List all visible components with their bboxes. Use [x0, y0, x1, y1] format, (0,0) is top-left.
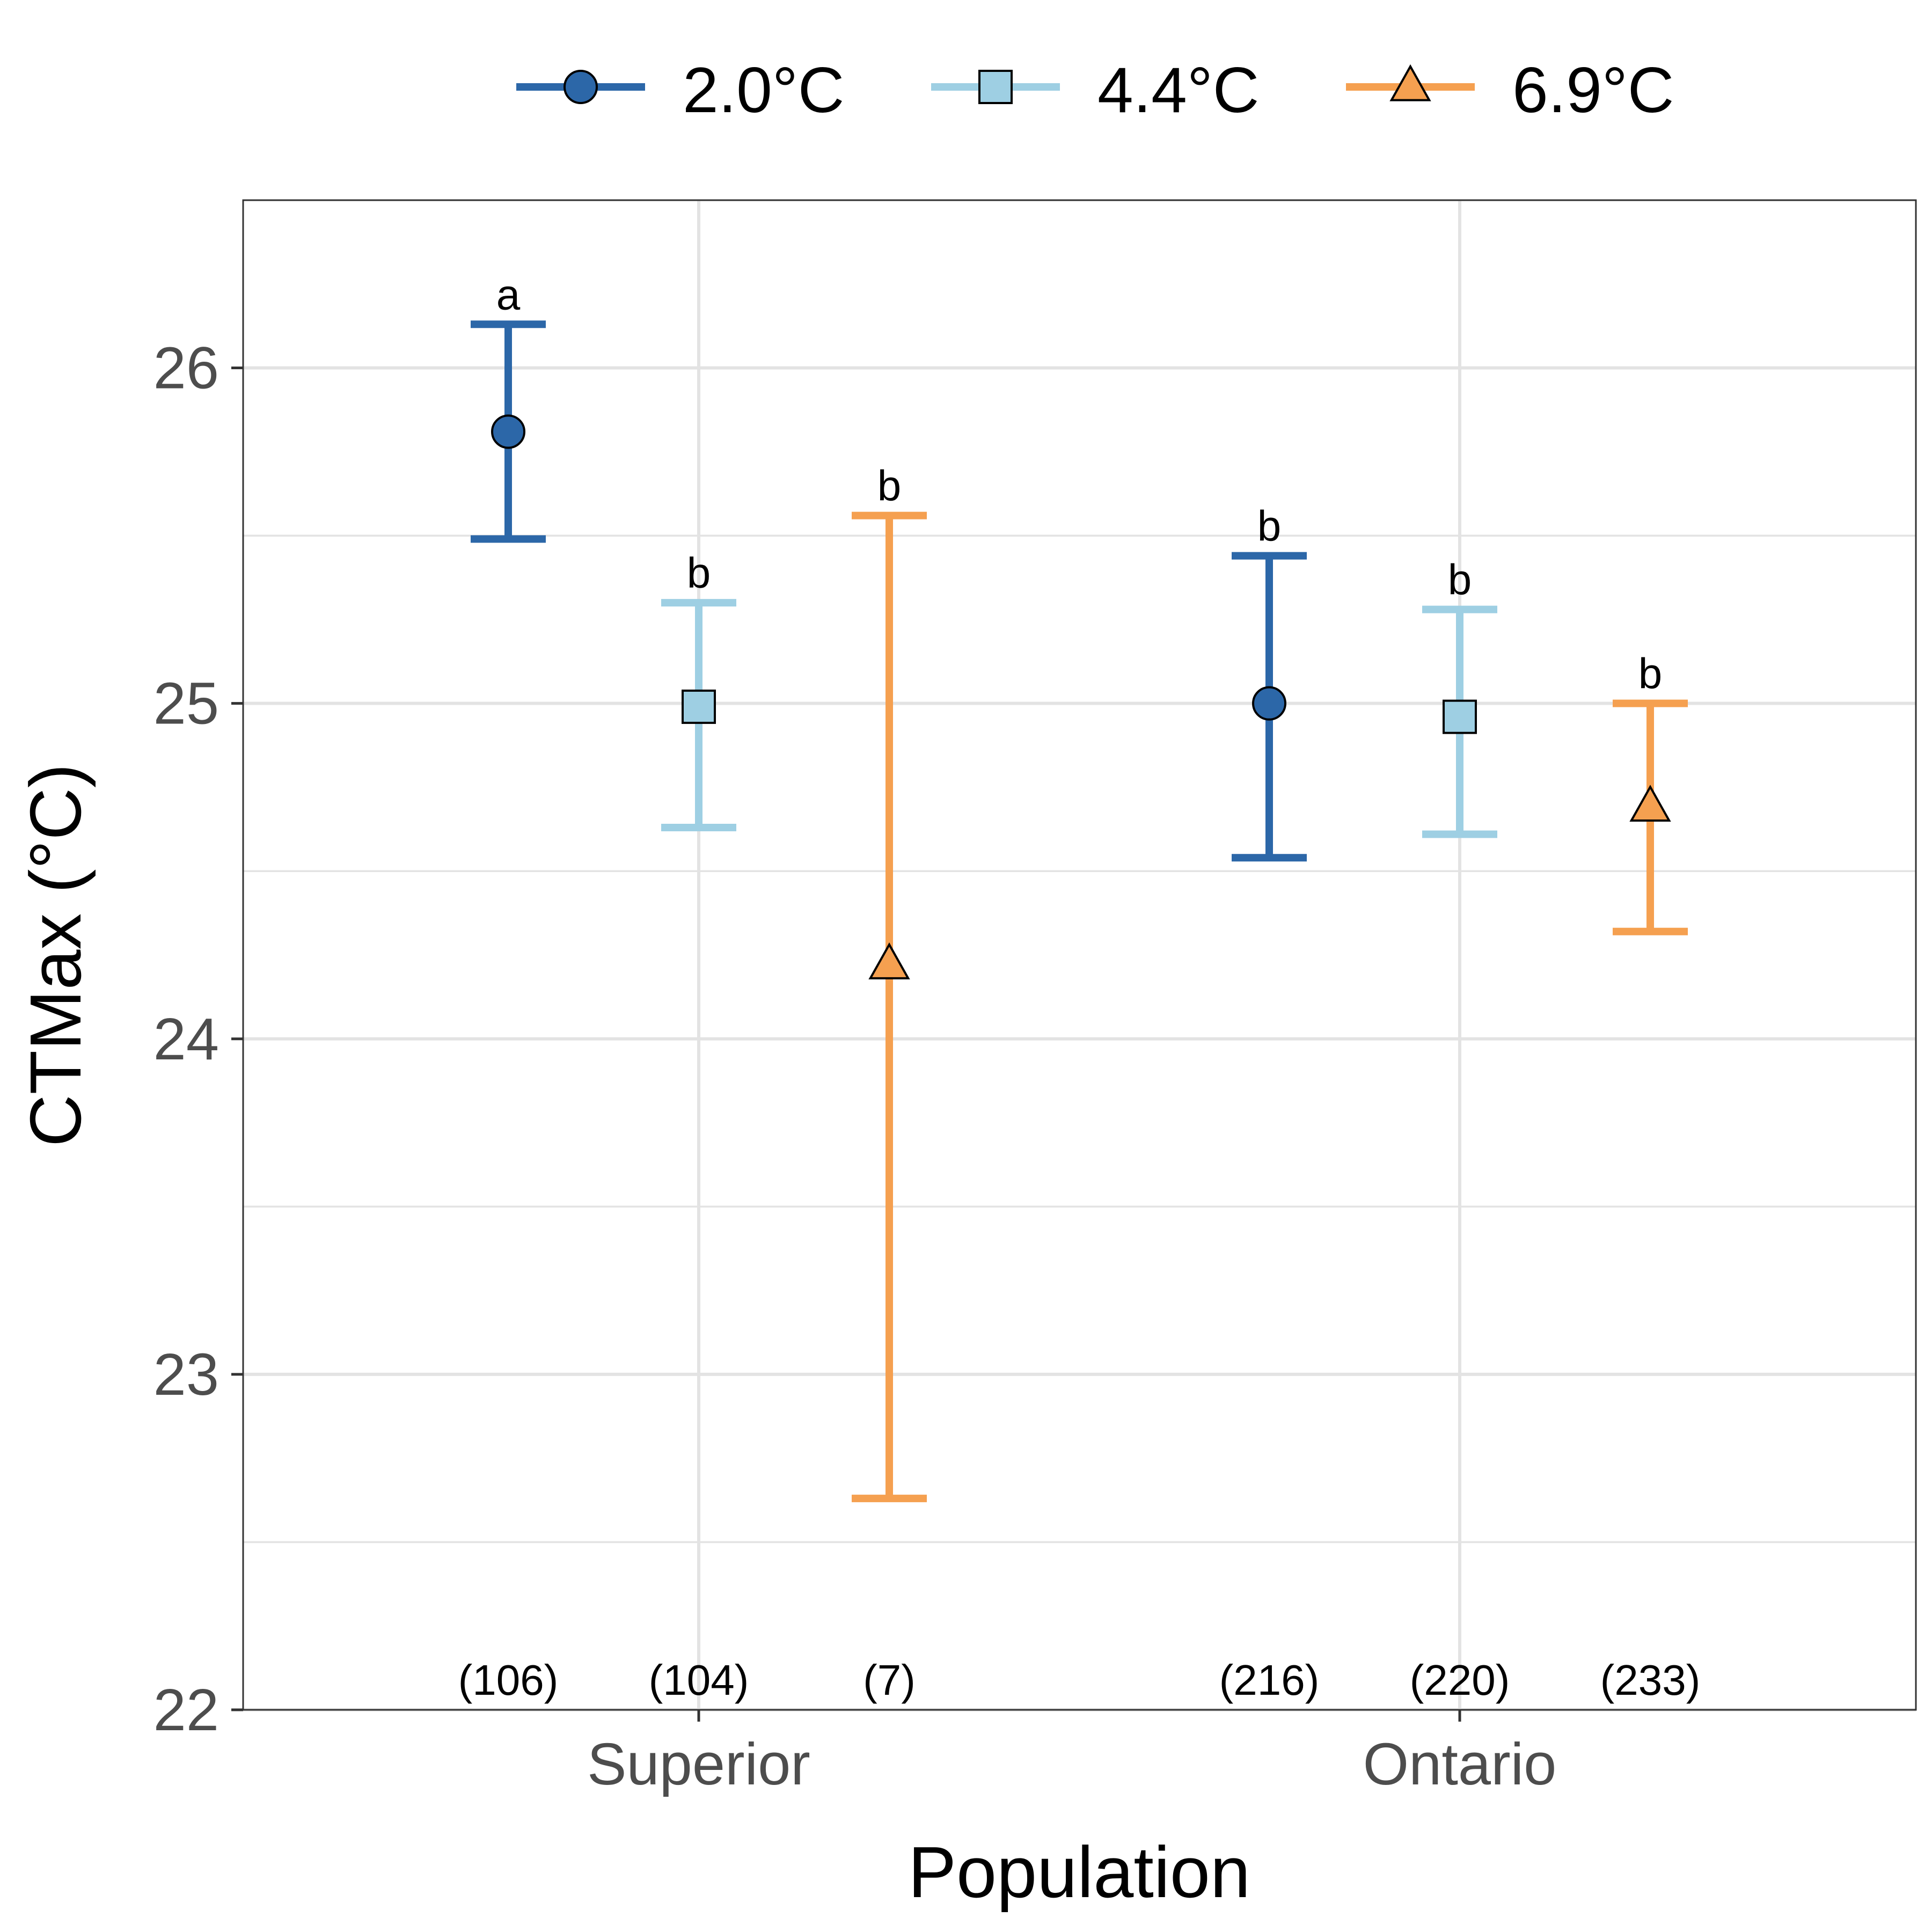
- x-axis-title: Population: [908, 1832, 1250, 1913]
- y-tick-label: 24: [153, 1006, 219, 1072]
- data-point: [682, 689, 716, 724]
- sample-size-label: (106): [458, 1656, 559, 1704]
- data-point: [1443, 699, 1477, 734]
- legend-item: 4.4°C: [931, 54, 1259, 126]
- data-point: [1252, 686, 1286, 721]
- data-point: [491, 414, 525, 449]
- legend: 2.0°C 4.4°C 6.9°C: [516, 54, 1674, 126]
- legend-item: 2.0°C: [516, 54, 844, 126]
- legend-item: 6.9°C: [1346, 54, 1674, 126]
- x-axis: Superior Ontario: [587, 1710, 1556, 1797]
- data-point: [1629, 785, 1671, 822]
- sample-size-label: (233): [1600, 1656, 1701, 1704]
- y-axis-title: CTMax (°C): [15, 764, 96, 1147]
- sample-size-label: (220): [1410, 1656, 1510, 1704]
- panel-border: [242, 199, 1917, 1711]
- significance-letter: b: [1638, 650, 1663, 698]
- significance-letter: b: [877, 462, 902, 510]
- circle-icon: [564, 70, 598, 104]
- significance-letter: b: [1257, 502, 1282, 550]
- series-circle: a (106) b (216): [458, 270, 1320, 1704]
- plot-marks: a (106) b (216) b (104) b (220) b (7) b (233): [458, 270, 1701, 1704]
- square-icon: [978, 70, 1013, 104]
- significance-letter: a: [496, 270, 521, 318]
- legend-label: 4.4°C: [1097, 54, 1259, 126]
- series-triangle: b (7) b (233): [852, 462, 1700, 1704]
- x-tick-label: Ontario: [1363, 1731, 1557, 1797]
- sample-size-label: (216): [1219, 1656, 1320, 1704]
- sample-size-label: (7): [863, 1656, 916, 1704]
- legend-label: 2.0°C: [683, 54, 844, 126]
- y-axis: 22 23 24 25 26: [153, 335, 243, 1743]
- y-tick-label: 25: [153, 671, 219, 737]
- x-tick-label: Superior: [587, 1731, 810, 1797]
- data-point: [868, 942, 910, 979]
- legend-label: 6.9°C: [1512, 54, 1674, 126]
- triangle-icon: [1389, 64, 1431, 101]
- y-tick-label: 23: [153, 1342, 219, 1408]
- series-square: b (104) b (220): [649, 549, 1510, 1704]
- y-tick-label: 26: [153, 335, 219, 401]
- sample-size-label: (104): [649, 1656, 749, 1704]
- significance-letter: b: [687, 549, 711, 597]
- significance-letter: b: [1448, 556, 1472, 604]
- y-tick-label: 22: [153, 1677, 219, 1743]
